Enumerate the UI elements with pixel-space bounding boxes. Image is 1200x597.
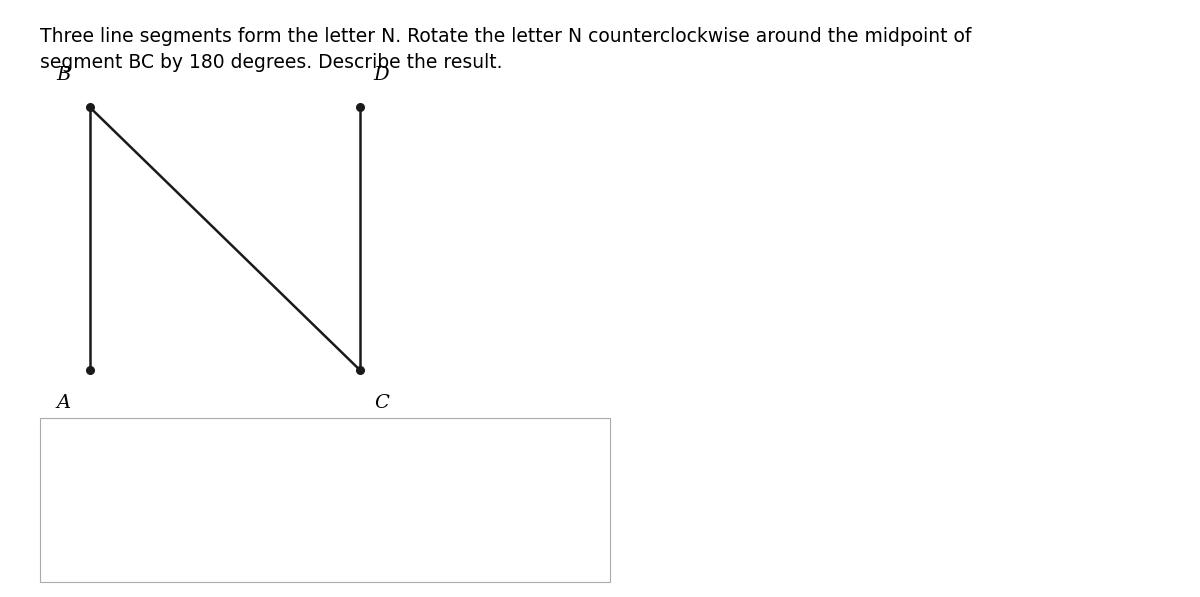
Text: A: A [56,394,71,412]
Bar [40,418,610,582]
Text: B: B [56,66,71,84]
Text: D: D [373,66,390,84]
Text: C: C [374,394,389,412]
Text: Three line segments form the letter N. Rotate the letter N counterclockwise arou: Three line segments form the letter N. R… [40,27,971,72]
